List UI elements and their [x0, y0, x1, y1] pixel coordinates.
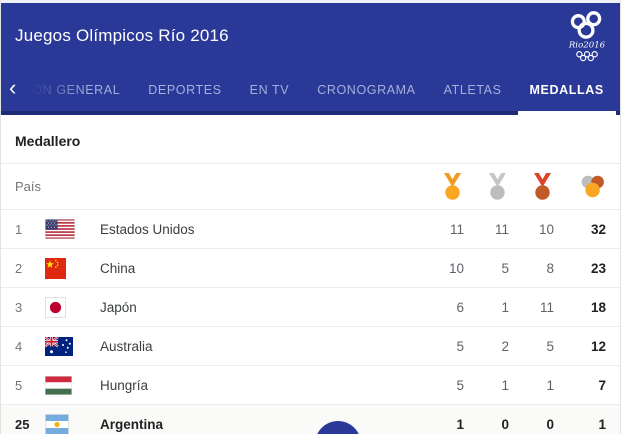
table-row-us[interactable]: 1 Estados Unidos 11 11 10 32	[1, 210, 620, 249]
tab-en-tv[interactable]: EN TV	[236, 69, 304, 111]
silver-count: 1	[501, 299, 509, 315]
gold-count: 5	[456, 338, 464, 354]
page-title: Juegos Olímpicos Río 2016	[15, 26, 229, 45]
flag-au-icon	[45, 335, 76, 357]
bronze-count: 10	[538, 221, 554, 237]
country-name: Argentina	[100, 416, 164, 432]
rank-cell: 25	[15, 416, 30, 432]
silver-count: 1	[501, 377, 509, 393]
flag-ar-icon	[45, 413, 76, 434]
medal-table: País 1	[1, 163, 620, 434]
rank-cell: 2	[15, 260, 23, 276]
tab-deportes[interactable]: DEPORTES	[134, 69, 235, 111]
tab-label: DEPORTES	[148, 83, 222, 97]
total-medals-icon	[554, 173, 606, 200]
silver-medal-icon	[464, 172, 509, 201]
expand-button[interactable]	[315, 421, 361, 434]
olympic-rings-icon	[576, 51, 598, 62]
gold-count: 10	[448, 260, 464, 276]
total-count: 23	[590, 260, 606, 276]
bronze-medal-icon	[509, 172, 554, 201]
rank-cell: 5	[15, 377, 23, 393]
total-count: 1	[598, 416, 606, 432]
country-name: Estados Unidos	[100, 221, 195, 237]
rio-2016-logo-icon: Rio2016	[568, 11, 606, 62]
total-count: 12	[590, 338, 606, 354]
bronze-count: 5	[546, 338, 554, 354]
total-count: 7	[598, 377, 606, 393]
gold-medal-icon	[419, 172, 464, 201]
flag-jp-icon	[45, 296, 76, 318]
tab-medallas[interactable]: MEDALLAS	[516, 69, 618, 115]
medal-table-header: País	[1, 163, 620, 210]
silver-count: 11	[494, 221, 509, 237]
gold-count: 5	[456, 377, 464, 393]
country-name: Japón	[100, 299, 137, 315]
gold-count: 11	[449, 221, 464, 237]
bronze-count: 1	[546, 377, 554, 393]
bronze-count: 8	[546, 260, 554, 276]
card-top-edge	[1, 0, 620, 3]
tab-label: EN TV	[249, 83, 290, 97]
silver-count: 5	[501, 260, 509, 276]
tab-label: CRONOGRAMA	[317, 83, 416, 97]
silver-count: 2	[501, 338, 509, 354]
bronze-count: 11	[539, 299, 554, 315]
flag-cn-icon	[45, 257, 76, 279]
table-row-au[interactable]: 4 Australia 5 2 5 12	[1, 327, 620, 366]
country-name: China	[100, 260, 136, 276]
table-row-cn[interactable]: 2 China 10 5 8 23	[1, 249, 620, 288]
rio-2016-logo: Rio2016	[564, 9, 610, 63]
app-header: Juegos Olímpicos Río 2016 Rio2016	[1, 3, 620, 69]
section-title-medallero: Medallero	[15, 133, 81, 149]
total-count: 32	[590, 221, 606, 237]
tab-atletas[interactable]: ATLETAS	[430, 69, 516, 111]
gold-count: 6	[456, 299, 464, 315]
tab-label: MEDALLAS	[529, 83, 604, 97]
medal-table-body: 1 Estados Unidos 11 11 10 32 2 China 10 …	[1, 210, 620, 434]
tab-cronograma[interactable]: CRONOGRAMA	[303, 69, 429, 111]
tab-bar: ‹ ÓN GENERAL DEPORTES EN TV CRONOGRAMA A…	[1, 69, 620, 115]
table-row-ar[interactable]: 25 Argentina 1 0 0 1	[1, 405, 620, 434]
flag-us-icon	[45, 218, 76, 240]
nav-tabs: ÓN GENERAL DEPORTES EN TV CRONOGRAMA ATL…	[18, 69, 621, 115]
tab-ón-general[interactable]: ÓN GENERAL	[18, 69, 134, 111]
gold-count: 1	[456, 416, 464, 432]
bronze-count: 0	[546, 416, 554, 432]
country-column-header: País	[15, 179, 42, 194]
rank-cell: 4	[15, 338, 23, 354]
silver-count: 0	[501, 416, 509, 432]
flag-hu-icon	[45, 374, 76, 396]
table-row-hu[interactable]: 5 Hungría 5 1 1 7	[1, 366, 620, 405]
table-row-jp[interactable]: 3 Japón 6 1 11 18	[1, 288, 620, 327]
rank-cell: 1	[15, 221, 23, 237]
tab-label: ÓN GENERAL	[32, 83, 121, 97]
rio-logo-text: Rio2016	[568, 41, 606, 51]
country-name: Hungría	[100, 377, 149, 393]
total-count: 18	[590, 299, 606, 315]
rank-cell: 3	[15, 299, 23, 315]
chevron-left-icon[interactable]: ‹	[9, 75, 17, 100]
country-name: Australia	[100, 338, 153, 354]
tab-label: ATLETAS	[443, 83, 502, 97]
